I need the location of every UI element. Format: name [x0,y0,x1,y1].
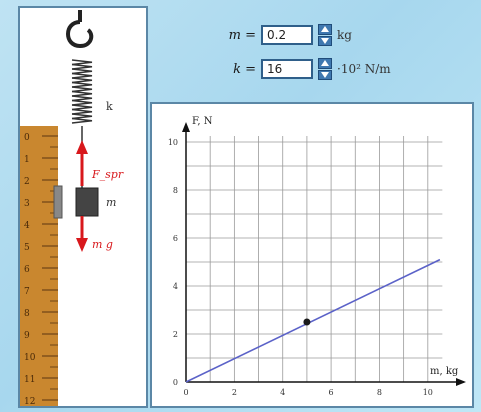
ruler-tick-label: 10 [24,353,36,363]
spring-coil-segment [71,104,93,111]
y-tick-label: 10 [168,138,178,147]
ruler-tick-label: 1 [24,155,30,165]
ruler-tick-label: 9 [24,331,30,341]
ruler-tick-label: 2 [24,177,30,187]
ruler-tick-label: 7 [24,287,30,297]
x-tick-label: 4 [280,388,285,397]
spring-constant-increment-button[interactable] [318,58,332,69]
series-line [185,258,441,383]
mass-input[interactable]: 0.2 [261,25,313,45]
chart-grid [186,136,443,382]
spring-constant-input[interactable]: 16 [261,59,313,79]
spring-force-arrow [76,140,88,186]
spring-force-label: F_spr [91,168,124,181]
spring-coil-segment [71,99,93,106]
spring-coil-segment [71,59,93,66]
spring-constant-spinner[interactable] [318,58,332,80]
y-tick-label: 0 [173,378,178,387]
spring-coil-segment [71,86,93,93]
mass-control: m = 0.2 kg [220,22,352,48]
mass-symbol: m = [228,27,256,43]
ruler-tick-label: 0 [24,133,30,143]
x-tick-label: 0 [183,388,188,397]
current-point-marker [303,318,311,326]
ruler-tick-label: 11 [24,375,35,385]
y-tick-label: 6 [173,234,178,243]
chevron-up-icon [321,26,329,32]
chevron-down-icon [321,37,329,44]
mass-decrement-button[interactable] [318,35,332,46]
spring-coil-segment [71,117,93,124]
mass-unit: kg [337,28,352,42]
spring-coil-segment [71,81,93,88]
weight-force-arrow [76,216,88,252]
y-tick-label: 2 [173,330,178,339]
spring-coil-segment [71,63,93,70]
force-mass-chart: 0 2 4 6 8 10 0 2 4 6 8 10 F, N m, kg [168,116,466,397]
chart-axes [182,122,466,386]
ruler-tick-label: 5 [24,243,30,253]
mass-label: m [106,196,116,209]
spring-constant-decrement-button[interactable] [318,69,332,80]
ruler-tick-label: 4 [24,221,30,231]
spring-coil-segment [71,68,93,75]
mass-spinner[interactable] [318,24,332,46]
spring-constant-unit: ·10² N/m [337,62,391,76]
chevron-up-icon [321,60,329,66]
spring-coil-segment [71,95,93,102]
chevron-down-icon [321,71,329,78]
ruler-tick-label: 3 [24,199,30,209]
spring-coil-segment [71,90,93,97]
ruler-tick-label: 12 [24,397,35,406]
spring-constant-control: k = 16 ·10² N/m [220,56,391,82]
y-axis-arrow [182,122,190,132]
ruler-tick-label: 6 [24,265,30,275]
x-tick-label: 2 [232,388,237,397]
x-axis-arrow [456,378,466,386]
y-axis-label: F, N [192,116,213,127]
spring-label: k [106,100,113,113]
mass-increment-button[interactable] [318,24,332,35]
x-tick-label: 8 [377,388,382,397]
mass-block[interactable] [75,187,99,217]
spring-coil-segment [71,113,93,120]
spring-coil-segment [71,72,93,79]
ruler-clamp [53,185,63,219]
plot-panel: 0 2 4 6 8 10 0 2 4 6 8 10 F, N m, kg [150,102,474,408]
spring-coil-segment [71,77,93,84]
chart-ticks: 0 2 4 6 8 10 0 2 4 6 8 10 [168,138,433,397]
spring-coil [71,59,93,124]
y-tick-label: 4 [173,282,178,291]
chart-series [185,258,441,383]
hook-icon [66,10,94,49]
ruler-tick-label: 8 [24,309,30,319]
y-tick-label: 8 [173,186,178,195]
weight-label: m g [92,238,113,251]
spring-constant-symbol: k = [233,61,256,77]
apparatus-panel: k 0 1 2 3 4 5 6 7 8 9 10 11 12 m F_spr m g [18,6,148,412]
x-tick-label: 10 [423,388,433,397]
x-tick-label: 6 [329,388,334,397]
x-axis-label: m, kg [430,366,459,377]
spring-coil-segment [71,108,93,115]
